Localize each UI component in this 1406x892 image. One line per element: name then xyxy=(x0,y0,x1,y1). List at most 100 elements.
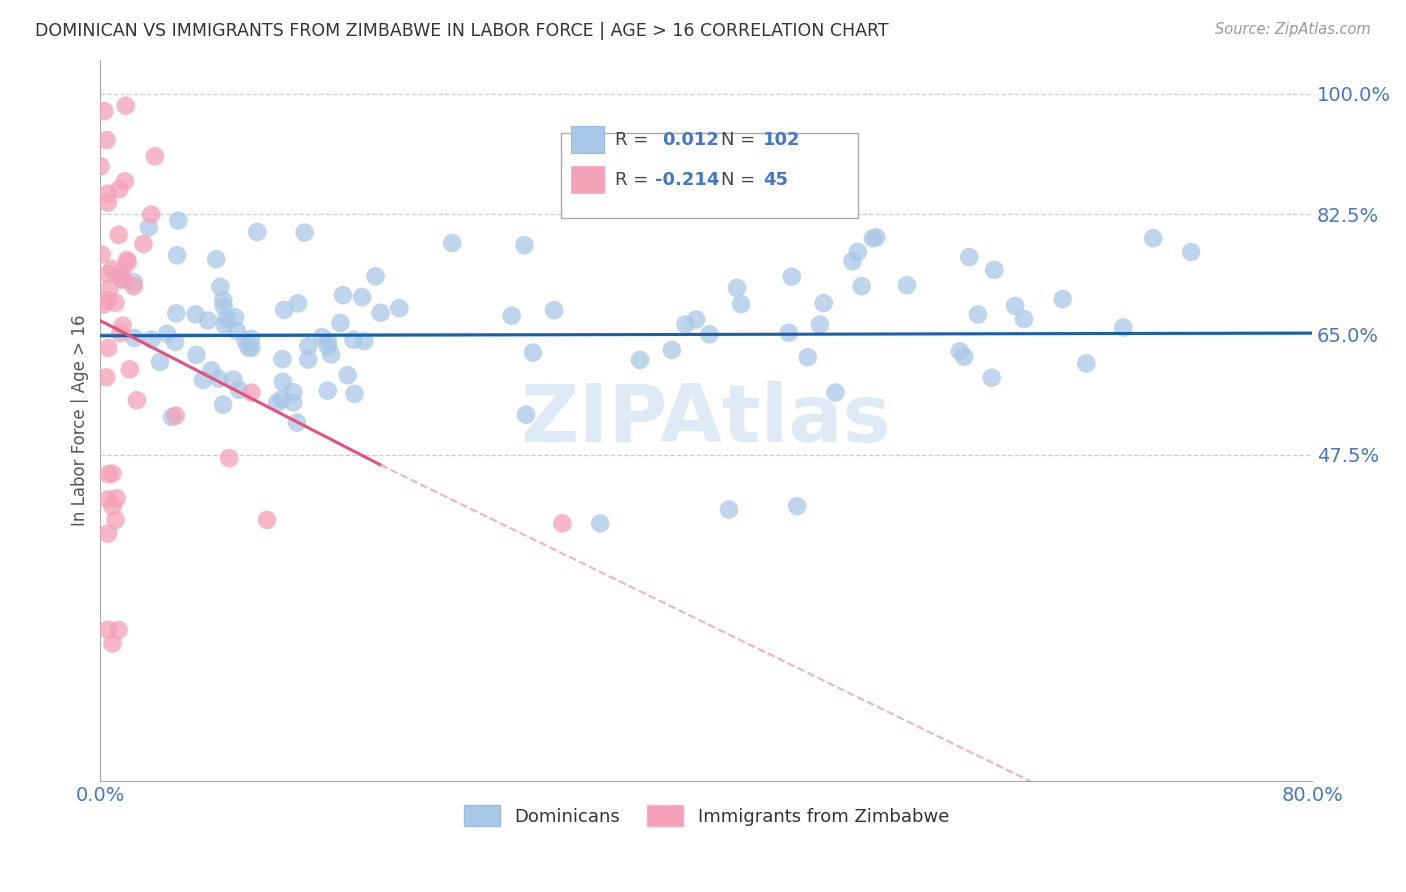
Point xyxy=(786,499,808,513)
Point xyxy=(543,303,565,318)
Text: R =: R = xyxy=(616,171,648,189)
Point xyxy=(111,266,134,280)
Point xyxy=(184,307,207,321)
Point xyxy=(214,318,236,332)
Point xyxy=(256,513,278,527)
Point xyxy=(297,339,319,353)
Point xyxy=(1012,312,1035,326)
Point xyxy=(104,513,127,527)
Point xyxy=(589,516,612,531)
Point xyxy=(319,347,342,361)
Point xyxy=(311,330,333,344)
Text: Source: ZipAtlas.com: Source: ZipAtlas.com xyxy=(1215,22,1371,37)
Point xyxy=(283,385,305,400)
Point xyxy=(285,416,308,430)
Point xyxy=(953,350,976,364)
Point xyxy=(209,280,232,294)
Point xyxy=(967,308,990,322)
Point xyxy=(97,492,120,507)
Point xyxy=(108,326,131,341)
Point xyxy=(89,159,111,173)
Point xyxy=(122,279,145,293)
Point xyxy=(725,281,748,295)
Y-axis label: In Labor Force | Age > 16: In Labor Force | Age > 16 xyxy=(72,315,89,526)
Point xyxy=(316,339,339,353)
Point xyxy=(824,385,846,400)
Point xyxy=(224,310,246,325)
Point xyxy=(441,235,464,250)
Point xyxy=(730,297,752,311)
Point xyxy=(93,104,115,119)
Point xyxy=(896,278,918,293)
Point xyxy=(215,311,238,326)
Point xyxy=(97,341,120,355)
Point xyxy=(101,637,124,651)
Point xyxy=(143,149,166,163)
Point xyxy=(205,252,228,267)
Point xyxy=(197,313,219,327)
Point xyxy=(332,288,354,302)
Text: 102: 102 xyxy=(763,131,800,149)
Point xyxy=(685,312,707,326)
Point xyxy=(297,352,319,367)
Point xyxy=(266,396,288,410)
Text: N =: N = xyxy=(721,171,755,189)
Point xyxy=(101,467,124,481)
Point xyxy=(501,309,523,323)
Text: 0.012: 0.012 xyxy=(662,131,720,149)
Point xyxy=(111,318,134,333)
Point xyxy=(235,334,257,349)
Point xyxy=(246,225,269,239)
Point xyxy=(186,348,208,362)
Point xyxy=(191,373,214,387)
Point xyxy=(271,375,294,389)
Point xyxy=(515,408,537,422)
Text: DOMINICAN VS IMMIGRANTS FROM ZIMBABWE IN LABOR FORCE | AGE > 16 CORRELATION CHAR: DOMINICAN VS IMMIGRANTS FROM ZIMBABWE IN… xyxy=(35,22,889,40)
Point xyxy=(112,272,135,286)
Point xyxy=(353,334,375,348)
Point xyxy=(96,370,118,384)
Point xyxy=(97,186,120,201)
Point xyxy=(342,333,364,347)
Point xyxy=(212,299,235,313)
Point xyxy=(316,384,339,398)
Point xyxy=(388,301,411,316)
Point xyxy=(165,334,187,349)
Point xyxy=(316,334,339,349)
Point xyxy=(96,133,118,147)
Point xyxy=(101,262,124,277)
Point xyxy=(97,195,120,210)
Text: N =: N = xyxy=(721,131,755,149)
Point xyxy=(370,306,392,320)
Point xyxy=(949,344,972,359)
Point xyxy=(97,526,120,541)
Point xyxy=(228,383,250,397)
Point xyxy=(117,255,139,269)
Point xyxy=(1076,356,1098,370)
Point xyxy=(1112,320,1135,334)
Point xyxy=(222,372,245,386)
Point xyxy=(808,318,831,332)
Point xyxy=(851,279,873,293)
Point xyxy=(343,387,366,401)
Text: R =: R = xyxy=(616,131,648,149)
Point xyxy=(813,296,835,310)
Point xyxy=(107,227,129,242)
Point xyxy=(273,302,295,317)
Point xyxy=(166,248,188,262)
Point xyxy=(778,326,800,340)
Point xyxy=(125,393,148,408)
Text: -0.214: -0.214 xyxy=(655,171,720,189)
Point xyxy=(97,623,120,637)
Point xyxy=(114,98,136,112)
Point xyxy=(329,316,352,330)
Point xyxy=(90,247,112,261)
Point xyxy=(1052,292,1074,306)
Point xyxy=(513,238,536,252)
Point xyxy=(628,352,651,367)
Point xyxy=(165,409,187,423)
Point xyxy=(110,272,132,286)
Text: 45: 45 xyxy=(763,171,789,189)
Point xyxy=(271,352,294,367)
Point xyxy=(132,236,155,251)
